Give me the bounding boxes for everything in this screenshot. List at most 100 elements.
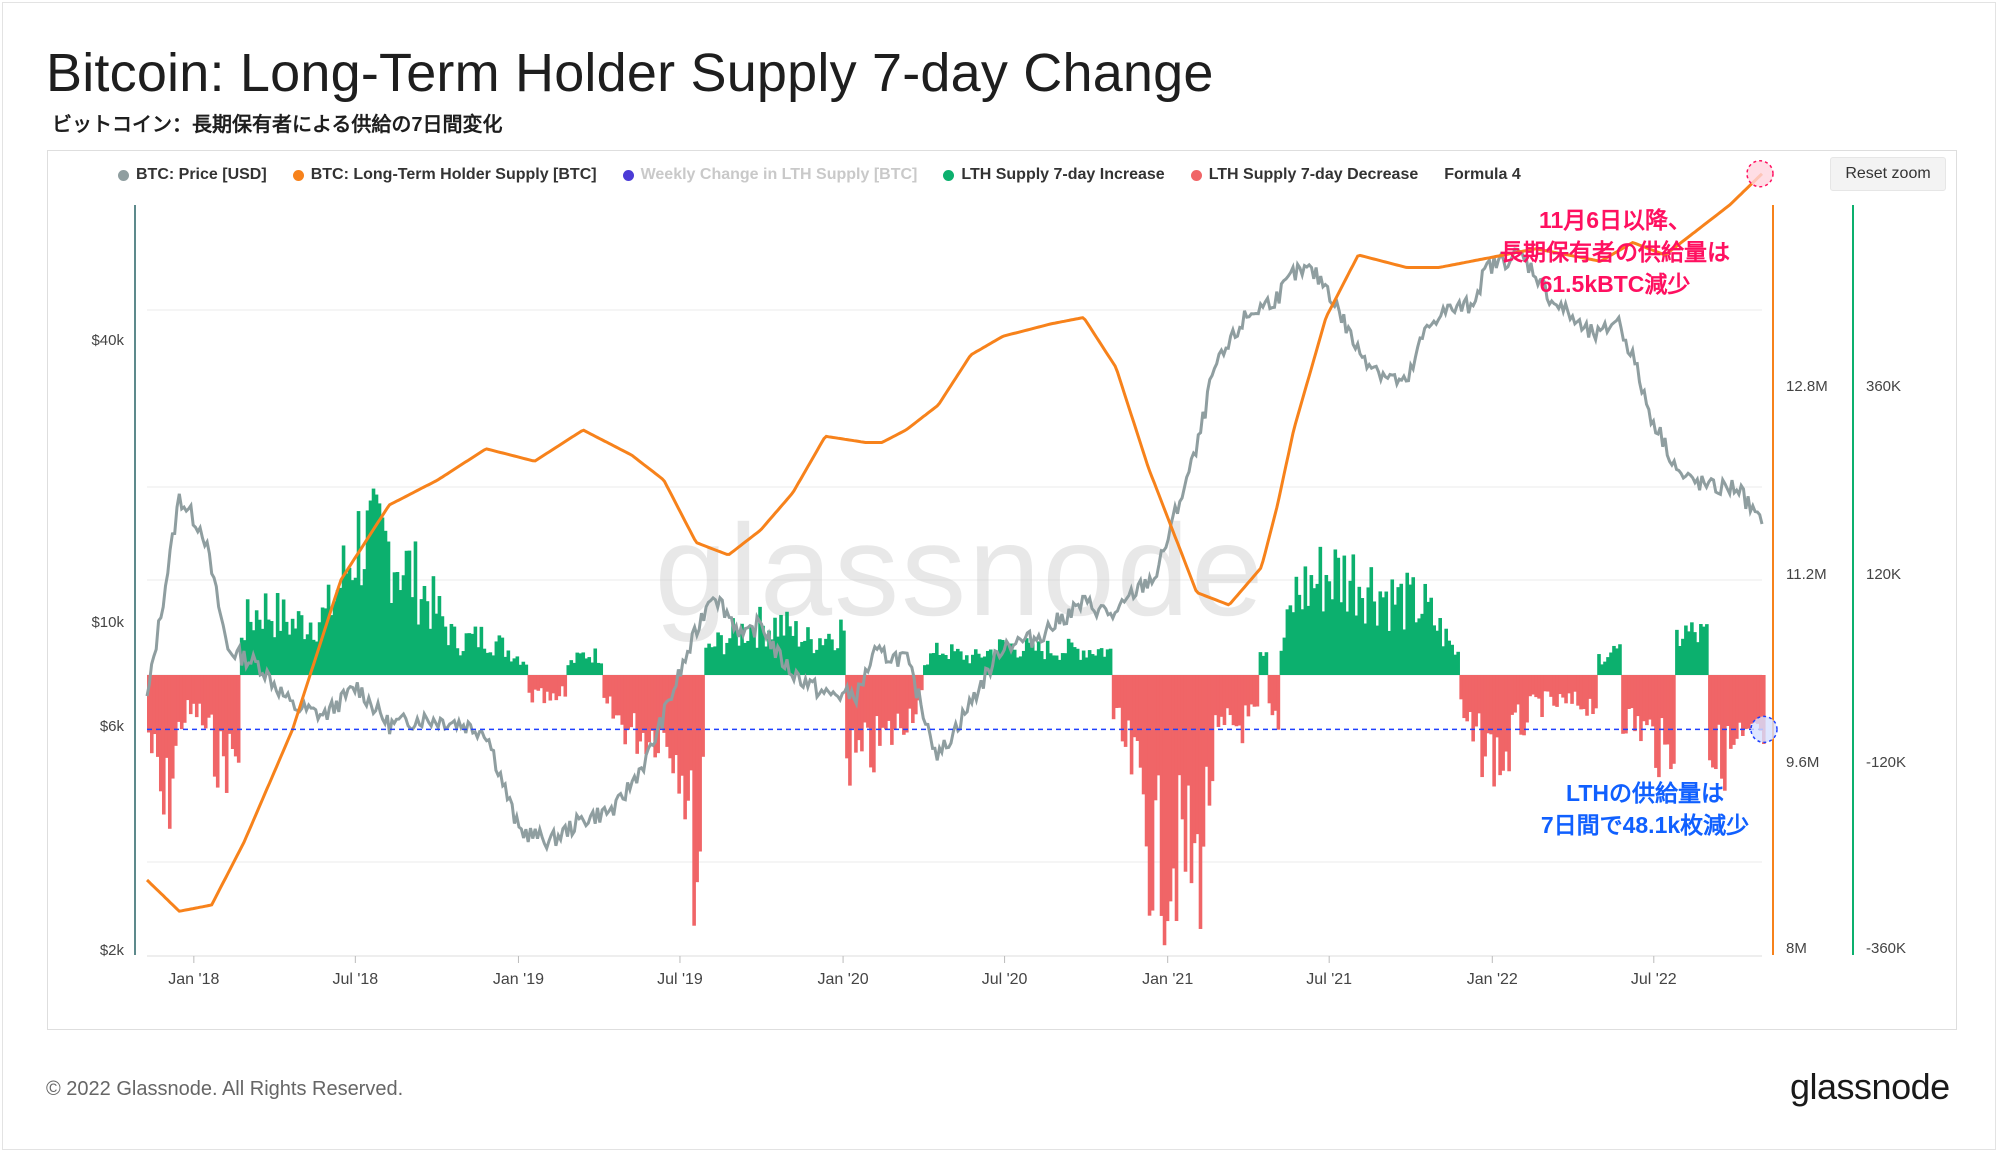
decrease-bar [656, 675, 660, 754]
decrease-bar [605, 675, 610, 704]
increase-bar [383, 530, 388, 675]
decrease-bar [200, 675, 205, 726]
legend-item[interactable]: BTC: Long-Term Holder Supply [BTC] [292, 166, 597, 184]
increase-bar [380, 517, 385, 675]
increase-bar [1405, 572, 1410, 675]
decrease-bar [1567, 675, 1571, 694]
increase-bar [1420, 613, 1425, 675]
decrease-bar [632, 675, 636, 714]
legend-item[interactable]: LTH Supply 7-day Increase [943, 166, 1165, 184]
increase-bar [797, 646, 801, 675]
decrease-bar [1543, 675, 1547, 692]
decrease-bar [548, 675, 553, 701]
increase-bar [1411, 577, 1416, 675]
increase-bar [953, 651, 957, 675]
increase-bar [347, 567, 352, 675]
decrease-bar [1492, 675, 1496, 787]
increase-bar [1315, 583, 1320, 675]
increase-bar [755, 647, 759, 675]
change-tick-label: -120K [1866, 754, 1906, 771]
decrease-bar [1582, 675, 1586, 710]
decrease-bar [1579, 675, 1583, 710]
increase-bar [458, 655, 463, 675]
decrease-bar [191, 675, 196, 704]
increase-bar [1426, 601, 1431, 675]
decrease-bar [197, 675, 202, 704]
decrease-bar [1534, 675, 1538, 698]
decrease-bar [1669, 675, 1673, 770]
axis-ticks: Jan '18 Jul '18 Jan '19 Jul '19 Jan '20 Jul '… [91, 332, 1906, 988]
decrease-bar [1570, 675, 1574, 704]
increase-bar [413, 541, 418, 675]
increase-bar [1285, 609, 1290, 675]
increase-bar [575, 652, 580, 675]
increase-bar [1687, 631, 1691, 675]
increase-bar [431, 576, 436, 675]
decrease-bar [147, 675, 151, 733]
annotation-top-line: 長期保有者の供給量は [1500, 239, 1730, 265]
increase-bar [410, 597, 415, 675]
x-tick-label: Jan '19 [493, 971, 544, 988]
increase-bar [1090, 654, 1095, 675]
decrease-bar [1219, 675, 1224, 717]
decrease-bar [1741, 675, 1745, 736]
increase-bar [958, 651, 963, 675]
increase-bar [479, 626, 484, 675]
decrease-bar [563, 675, 568, 697]
increase-bar [326, 584, 331, 675]
increase-bar [932, 653, 936, 675]
decrease-bar [1255, 675, 1260, 707]
increase-bar [386, 541, 391, 675]
legend-item[interactable]: BTC: Price [USD] [118, 166, 267, 184]
increase-bar [1441, 646, 1445, 675]
decrease-bar [1120, 675, 1125, 742]
decrease-bar [1750, 675, 1754, 724]
decrease-bar [1186, 675, 1191, 786]
increase-bar [800, 641, 804, 675]
increase-bar [524, 664, 529, 675]
decrease-bar [1717, 675, 1721, 725]
supply-tick-label: 11.2M [1786, 566, 1827, 583]
increase-bar [964, 655, 969, 675]
decrease-bar [1564, 675, 1568, 704]
increase-bar [476, 647, 481, 675]
decrease-bar [863, 675, 867, 723]
increase-bar [1039, 651, 1044, 675]
decrease-bar [1552, 675, 1556, 706]
legend-item[interactable]: LTH Supply 7-day Decrease [1190, 166, 1418, 184]
increase-bar [1009, 643, 1014, 675]
increase-bar [788, 626, 792, 675]
increase-bar [584, 658, 589, 675]
increase-bar [356, 511, 361, 675]
increase-bar [827, 633, 831, 675]
decrease-bar [1498, 675, 1502, 776]
increase-bar [1063, 653, 1068, 675]
increase-bar [1336, 557, 1341, 675]
decrease-bar [1183, 675, 1188, 872]
increase-bar [407, 550, 412, 675]
decrease-bar [1621, 675, 1625, 734]
decrease-bar [1276, 675, 1281, 730]
increase-bar [740, 623, 744, 675]
decrease-bar [557, 675, 562, 697]
annotation-bottom-line: 7日間で48.1k枚減少 [1541, 812, 1749, 838]
increase-bar [731, 618, 735, 675]
increase-bar [311, 639, 316, 675]
legend-dot-icon [292, 169, 304, 181]
increase-bar [1321, 611, 1326, 675]
legend-item[interactable]: Formula 4 [1444, 166, 1520, 184]
legend-item[interactable]: Weekly Change in LTH Supply [BTC] [622, 166, 917, 184]
increase-bar [1069, 642, 1074, 675]
increase-bar [308, 622, 313, 675]
decrease-bar [1516, 675, 1520, 705]
increase-bar [938, 654, 942, 675]
decrease-bar [1708, 675, 1712, 761]
decrease-bar [536, 675, 541, 691]
decrease-bar [545, 675, 550, 692]
increase-bar [1432, 625, 1436, 675]
increase-bar [1612, 645, 1616, 675]
decrease-bar [1249, 675, 1254, 705]
increase-bar [1348, 580, 1353, 675]
reset-zoom-button[interactable]: Reset zoom [1830, 157, 1946, 191]
